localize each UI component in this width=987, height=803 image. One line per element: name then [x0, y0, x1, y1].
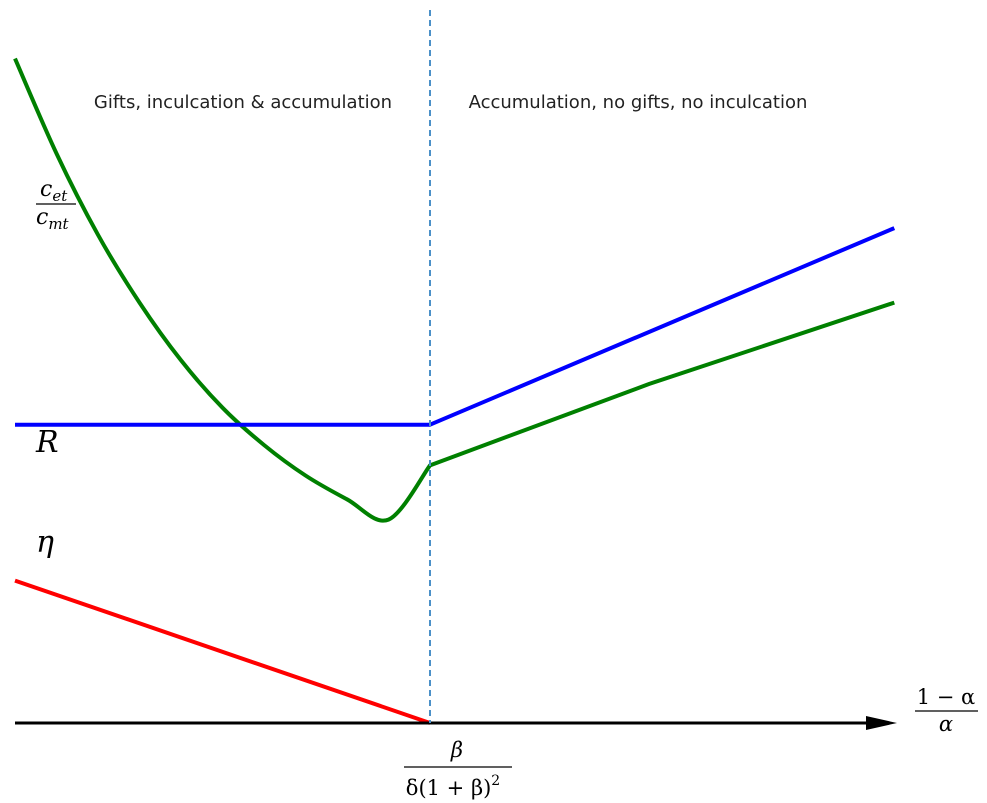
svg-text:cet: cet — [40, 177, 68, 205]
green-label-denominator-sub: mt — [48, 215, 69, 233]
series-line-red — [14, 578, 431, 725]
x-axis-label-numerator: 1 − α — [917, 685, 976, 709]
series-label-red: η — [36, 525, 54, 560]
x-axis-arrowhead — [866, 716, 897, 730]
threshold-label-power: 2 — [491, 773, 500, 789]
x-axis-label: 1 − α α — [915, 685, 978, 736]
svg-text:cmt: cmt — [36, 205, 70, 233]
series-line-green — [13, 57, 895, 523]
threshold-label-numerator: β — [450, 738, 463, 762]
threshold-tick-label: β δ(1 + β)2 — [404, 738, 512, 800]
threshold-label-denominator: δ(1 + β) — [406, 776, 491, 800]
x-axis-label-denominator: α — [939, 712, 953, 736]
green-label-numerator-sub: et — [52, 187, 68, 205]
series-layer — [13, 57, 896, 725]
svg-text:δ(1 + β)2: δ(1 + β)2 — [406, 773, 500, 800]
region-label-right: Accumulation, no gifts, no inculcation — [469, 92, 808, 113]
series-label-green: cet cmt — [36, 177, 76, 233]
region-label-left: Gifts, inculcation & accumulation — [94, 92, 392, 113]
green-label-denominator: c — [36, 205, 48, 230]
green-label-numerator: c — [40, 177, 52, 202]
series-line-blue — [15, 226, 896, 427]
series-label-blue: R — [35, 425, 59, 460]
